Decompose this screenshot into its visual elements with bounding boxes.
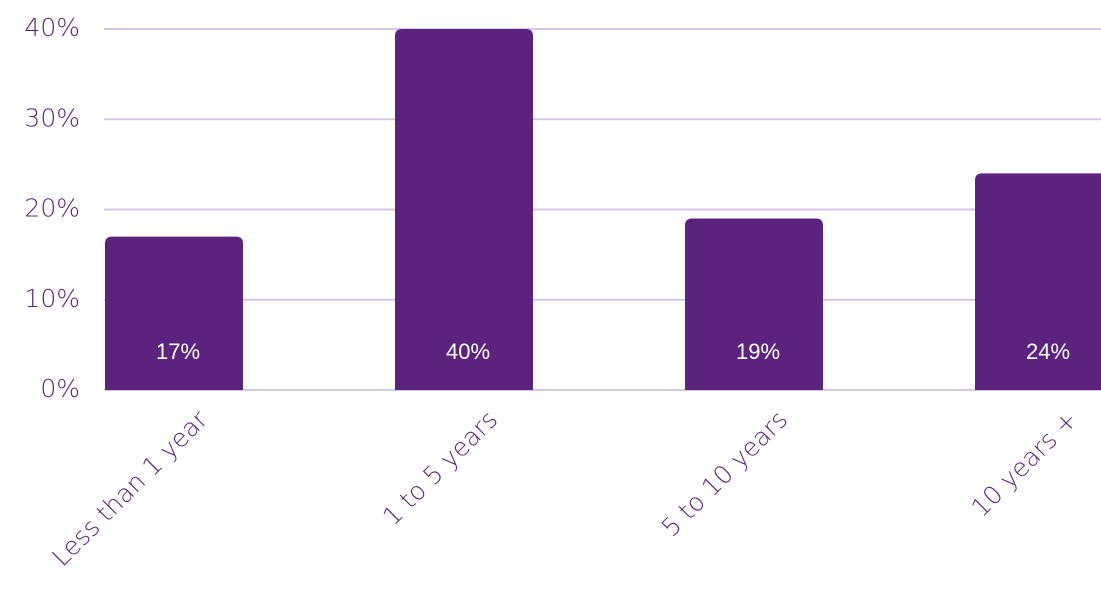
bar-data-labels: 17% 40% 19% 24% bbox=[156, 339, 1070, 364]
bars bbox=[105, 29, 1101, 390]
bar bbox=[105, 236, 243, 390]
bar bbox=[685, 218, 823, 390]
bar bbox=[395, 29, 533, 390]
bar-data-label: 40% bbox=[446, 339, 490, 364]
x-axis-tick-labels: Less than 1 year 1 to 5 years 5 to 10 year… bbox=[46, 404, 1083, 572]
y-tick-label: 20% bbox=[24, 194, 80, 223]
bar-data-label: 24% bbox=[1026, 339, 1070, 364]
y-tick-label: 10% bbox=[24, 284, 80, 313]
bar bbox=[975, 173, 1101, 390]
x-tick-label: 5 to 10 years bbox=[656, 405, 794, 543]
bar-data-label: 19% bbox=[736, 339, 780, 364]
y-axis-tick-labels: 0% 10% 20% 30% 40% bbox=[24, 13, 80, 403]
x-tick-label: 1 to 5 years bbox=[377, 405, 503, 531]
x-tick-label: Less than 1 year bbox=[46, 404, 214, 572]
y-tick-label: 30% bbox=[24, 103, 80, 132]
bar-data-label: 17% bbox=[156, 339, 200, 364]
y-tick-label: 0% bbox=[40, 374, 80, 403]
gridlines bbox=[104, 28, 1101, 391]
x-tick-label: 10 years + bbox=[966, 405, 1084, 523]
y-tick-label: 40% bbox=[24, 13, 80, 42]
